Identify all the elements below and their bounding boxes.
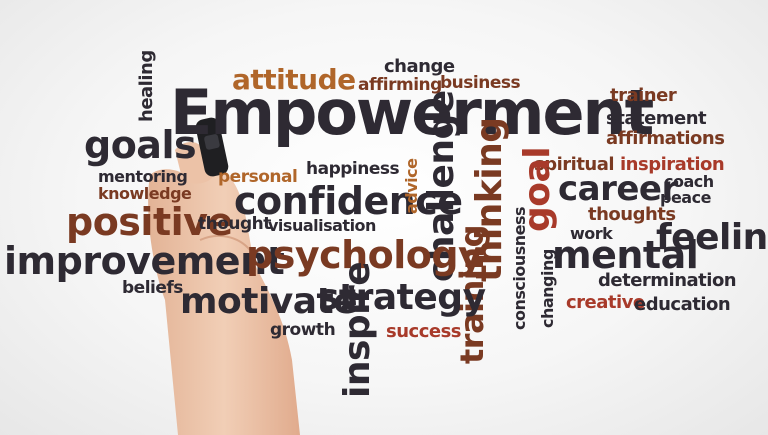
word-improvement: improvement <box>4 239 285 283</box>
word-consciousness: consciousness <box>510 206 529 330</box>
word-positive: positive <box>66 200 233 244</box>
word-confidence: confidence <box>234 179 463 223</box>
word-knowledge: knowledge <box>98 184 192 203</box>
word-strategy: strategy <box>318 277 486 318</box>
word-goals: goals <box>84 123 197 167</box>
word-statement: statement <box>606 108 707 129</box>
word-advice: advice <box>402 158 421 215</box>
word-business: business <box>440 73 521 93</box>
word-feeling: feeling <box>656 217 768 258</box>
word-motivate: motivate <box>180 281 358 322</box>
word-career: career <box>558 169 678 209</box>
word-education: education <box>634 294 731 315</box>
word-mental: mental <box>552 233 699 277</box>
word-affirming: affirming <box>358 75 442 95</box>
word-healing: healing <box>136 50 157 122</box>
word-mentoring: mentoring <box>98 167 188 186</box>
word-coach: coach <box>664 172 714 191</box>
word-happiness: happiness <box>306 159 400 179</box>
word-determination: determination <box>598 270 737 291</box>
word-work: work <box>570 224 613 243</box>
word-psychology: psychology <box>246 233 483 277</box>
word-changing: changing <box>538 249 557 328</box>
word-visualisation: visualisation <box>268 216 376 235</box>
word-change: change <box>384 56 455 77</box>
word-spiritual: spiritual <box>534 154 615 175</box>
word-beliefs: beliefs <box>122 278 183 298</box>
word-personal: personal <box>218 167 298 187</box>
word-growth: growth <box>270 320 336 340</box>
word-attitude: attitude <box>232 63 356 96</box>
word-success: success <box>386 321 462 342</box>
word-thought: thought <box>198 214 271 234</box>
word-peace: peace <box>660 188 711 207</box>
word-affirmations: affirmations <box>606 128 725 149</box>
title-word: Empowerment <box>170 76 654 149</box>
word-thoughts: thoughts <box>588 204 676 225</box>
word-inspire: inspire <box>337 261 378 398</box>
word-trainer: trainer <box>610 85 677 106</box>
word-inspiration: inspiration <box>620 154 725 175</box>
word-creative: creative <box>566 292 645 313</box>
